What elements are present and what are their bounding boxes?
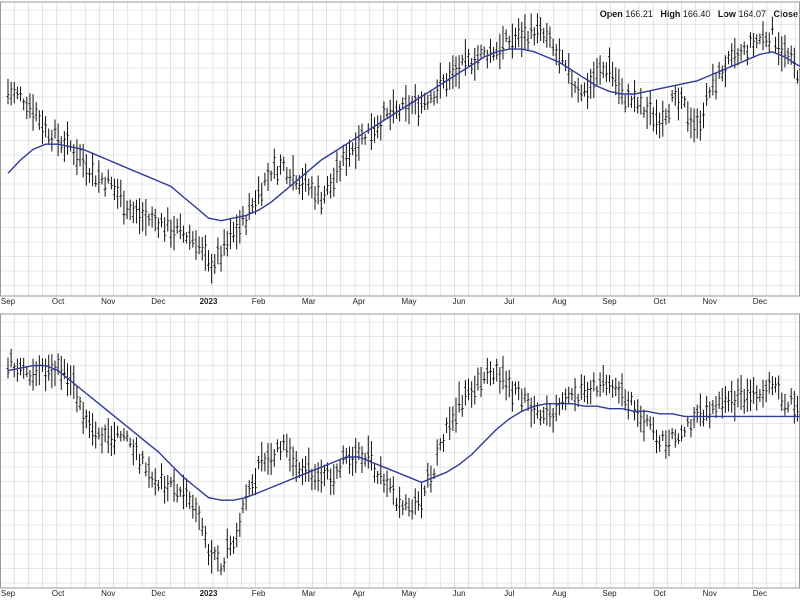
x-tick-label: Jul xyxy=(504,589,514,598)
low-value: 164.07 xyxy=(738,9,766,19)
x-tick-label: Sep xyxy=(1,589,16,598)
chart-panel-bottom: Sep Oct Nov Dec 2023 Feb Mar Apr May Jun Jul Aug Sep… xyxy=(0,313,800,598)
x-tick-label: Apr xyxy=(353,297,366,306)
x-tick-label: Dec xyxy=(753,589,767,598)
x-tick-label: Jun xyxy=(453,297,466,306)
x-tick-label: Dec xyxy=(151,297,165,306)
grid-lines xyxy=(0,314,800,588)
open-label: Open xyxy=(599,9,623,19)
x-tick-label: Nov xyxy=(101,297,115,306)
moving-average-line xyxy=(7,364,800,501)
x-tick-label: 2023 xyxy=(200,297,218,306)
x-tick-label: Mar xyxy=(302,297,316,306)
x-tick-label: Sep xyxy=(602,297,617,306)
x-tick-label: Nov xyxy=(703,297,717,306)
x-tick-label: 2023 xyxy=(200,589,218,598)
x-tick-label: May xyxy=(401,297,416,306)
close-label: Close xyxy=(773,9,798,19)
high-label: High xyxy=(660,9,681,19)
ohlc-bars xyxy=(6,348,800,576)
x-tick-label: Oct xyxy=(52,297,65,306)
grid-lines xyxy=(0,2,800,296)
x-tick-label: Jul xyxy=(504,297,514,306)
ohlc-bars xyxy=(6,13,800,284)
panel-frame xyxy=(0,1,800,297)
x-tick-label: May xyxy=(401,589,416,598)
x-tick-label: Aug xyxy=(552,589,566,598)
moving-average-line xyxy=(7,48,800,222)
x-tick-label: Mar xyxy=(302,589,316,598)
panel-frame xyxy=(0,313,800,589)
x-tick-label: Nov xyxy=(101,589,115,598)
x-tick-label: Dec xyxy=(753,297,767,306)
x-tick-label: Apr xyxy=(353,589,366,598)
high-value: 166.40 xyxy=(682,9,711,19)
x-tick-label: Sep xyxy=(1,297,16,306)
x-tick-label: Oct xyxy=(653,297,666,306)
x-tick-label: Feb xyxy=(252,297,266,306)
x-tick-label: Oct xyxy=(52,589,65,598)
x-tick-label: Feb xyxy=(252,589,266,598)
x-tick-label: Sep xyxy=(602,589,617,598)
x-tick-label: Jun xyxy=(453,589,466,598)
x-tick-label: Nov xyxy=(703,589,717,598)
x-tick-label: Oct xyxy=(653,589,666,598)
low-label: Low xyxy=(717,9,736,19)
x-tick-label: Dec xyxy=(151,589,165,598)
x-tick-label: Aug xyxy=(552,297,566,306)
chart-panel-top: Sep Oct Nov Dec 2023 Feb Mar Apr May Jun Jul Aug Sep… xyxy=(0,1,800,306)
